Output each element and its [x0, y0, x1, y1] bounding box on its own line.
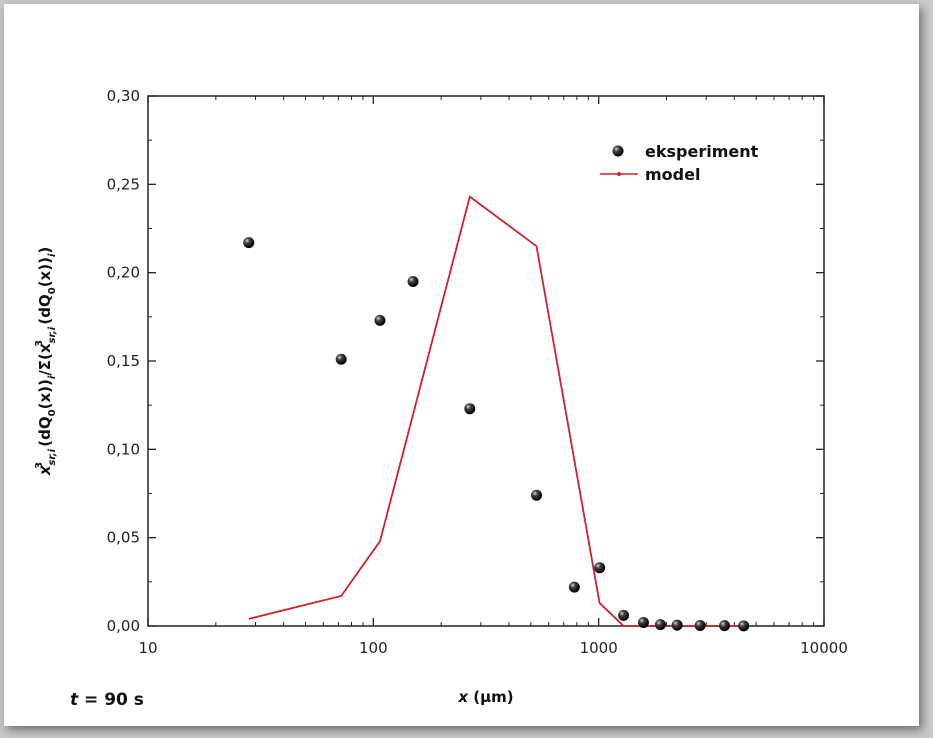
legend-label-model: model: [645, 165, 700, 184]
eksperiment-point: [464, 403, 476, 415]
x-tick-label: 100: [359, 639, 388, 657]
legend-label-eksperiment: eksperiment: [645, 142, 759, 161]
eksperiment-point: [719, 620, 731, 632]
eksperiment-point: [407, 276, 419, 287]
eksperiment-point: [531, 489, 543, 501]
eksperiment-point: [637, 616, 649, 628]
y-tick-label: 0,30: [107, 87, 140, 105]
y-tick-label: 0,20: [107, 264, 140, 282]
y-axis-title: xsr,i3 (dQ0(x))i/Σ(xsr,i3 (dQ0(x))i): [34, 247, 58, 477]
eksperiment-point: [335, 353, 347, 365]
chart-svg: 10 100 1000 10000 0,00 0,05 0,10 0,15 0,20 0,25 0,…: [34, 87, 848, 710]
eksperiment-point: [738, 620, 750, 632]
legend-dot-model: [617, 172, 621, 176]
legend-marker-eksperiment: [612, 145, 624, 157]
time-annotation: t = 90 s: [70, 690, 144, 710]
x-axis-title: x (μm): [457, 688, 513, 706]
eksperiment-point: [618, 609, 630, 621]
eksperiment-series: [243, 237, 750, 632]
y-tick-label: 0,00: [107, 617, 140, 635]
y-tick-label: 0,10: [107, 440, 140, 458]
x-tick-label: 10: [138, 639, 157, 657]
legend: eksperiment model: [600, 142, 759, 184]
y-tick-label: 0,05: [107, 529, 140, 547]
eksperiment-point: [243, 237, 255, 249]
x-tick-label: 1000: [580, 639, 618, 657]
x-tick-label: 10000: [800, 639, 848, 657]
axis-ticks: 10 100 1000 10000 0,00 0,05 0,10 0,15 0,20 0,25 0,…: [107, 87, 848, 657]
eksperiment-point: [568, 581, 580, 593]
plot-area: [147, 95, 825, 627]
eksperiment-point: [594, 562, 606, 574]
model-series: [248, 195, 744, 627]
y-tick-label: 0,15: [107, 352, 140, 370]
chart-frame: 10 100 1000 10000 0,00 0,05 0,10 0,15 0,20 0,25 0,…: [4, 4, 919, 726]
y-tick-label: 0,25: [107, 175, 140, 193]
eksperiment-point: [671, 619, 683, 631]
eksperiment-point: [654, 619, 666, 631]
eksperiment-point: [374, 314, 386, 326]
model-line: [248, 195, 744, 627]
eksperiment-point: [694, 619, 706, 631]
